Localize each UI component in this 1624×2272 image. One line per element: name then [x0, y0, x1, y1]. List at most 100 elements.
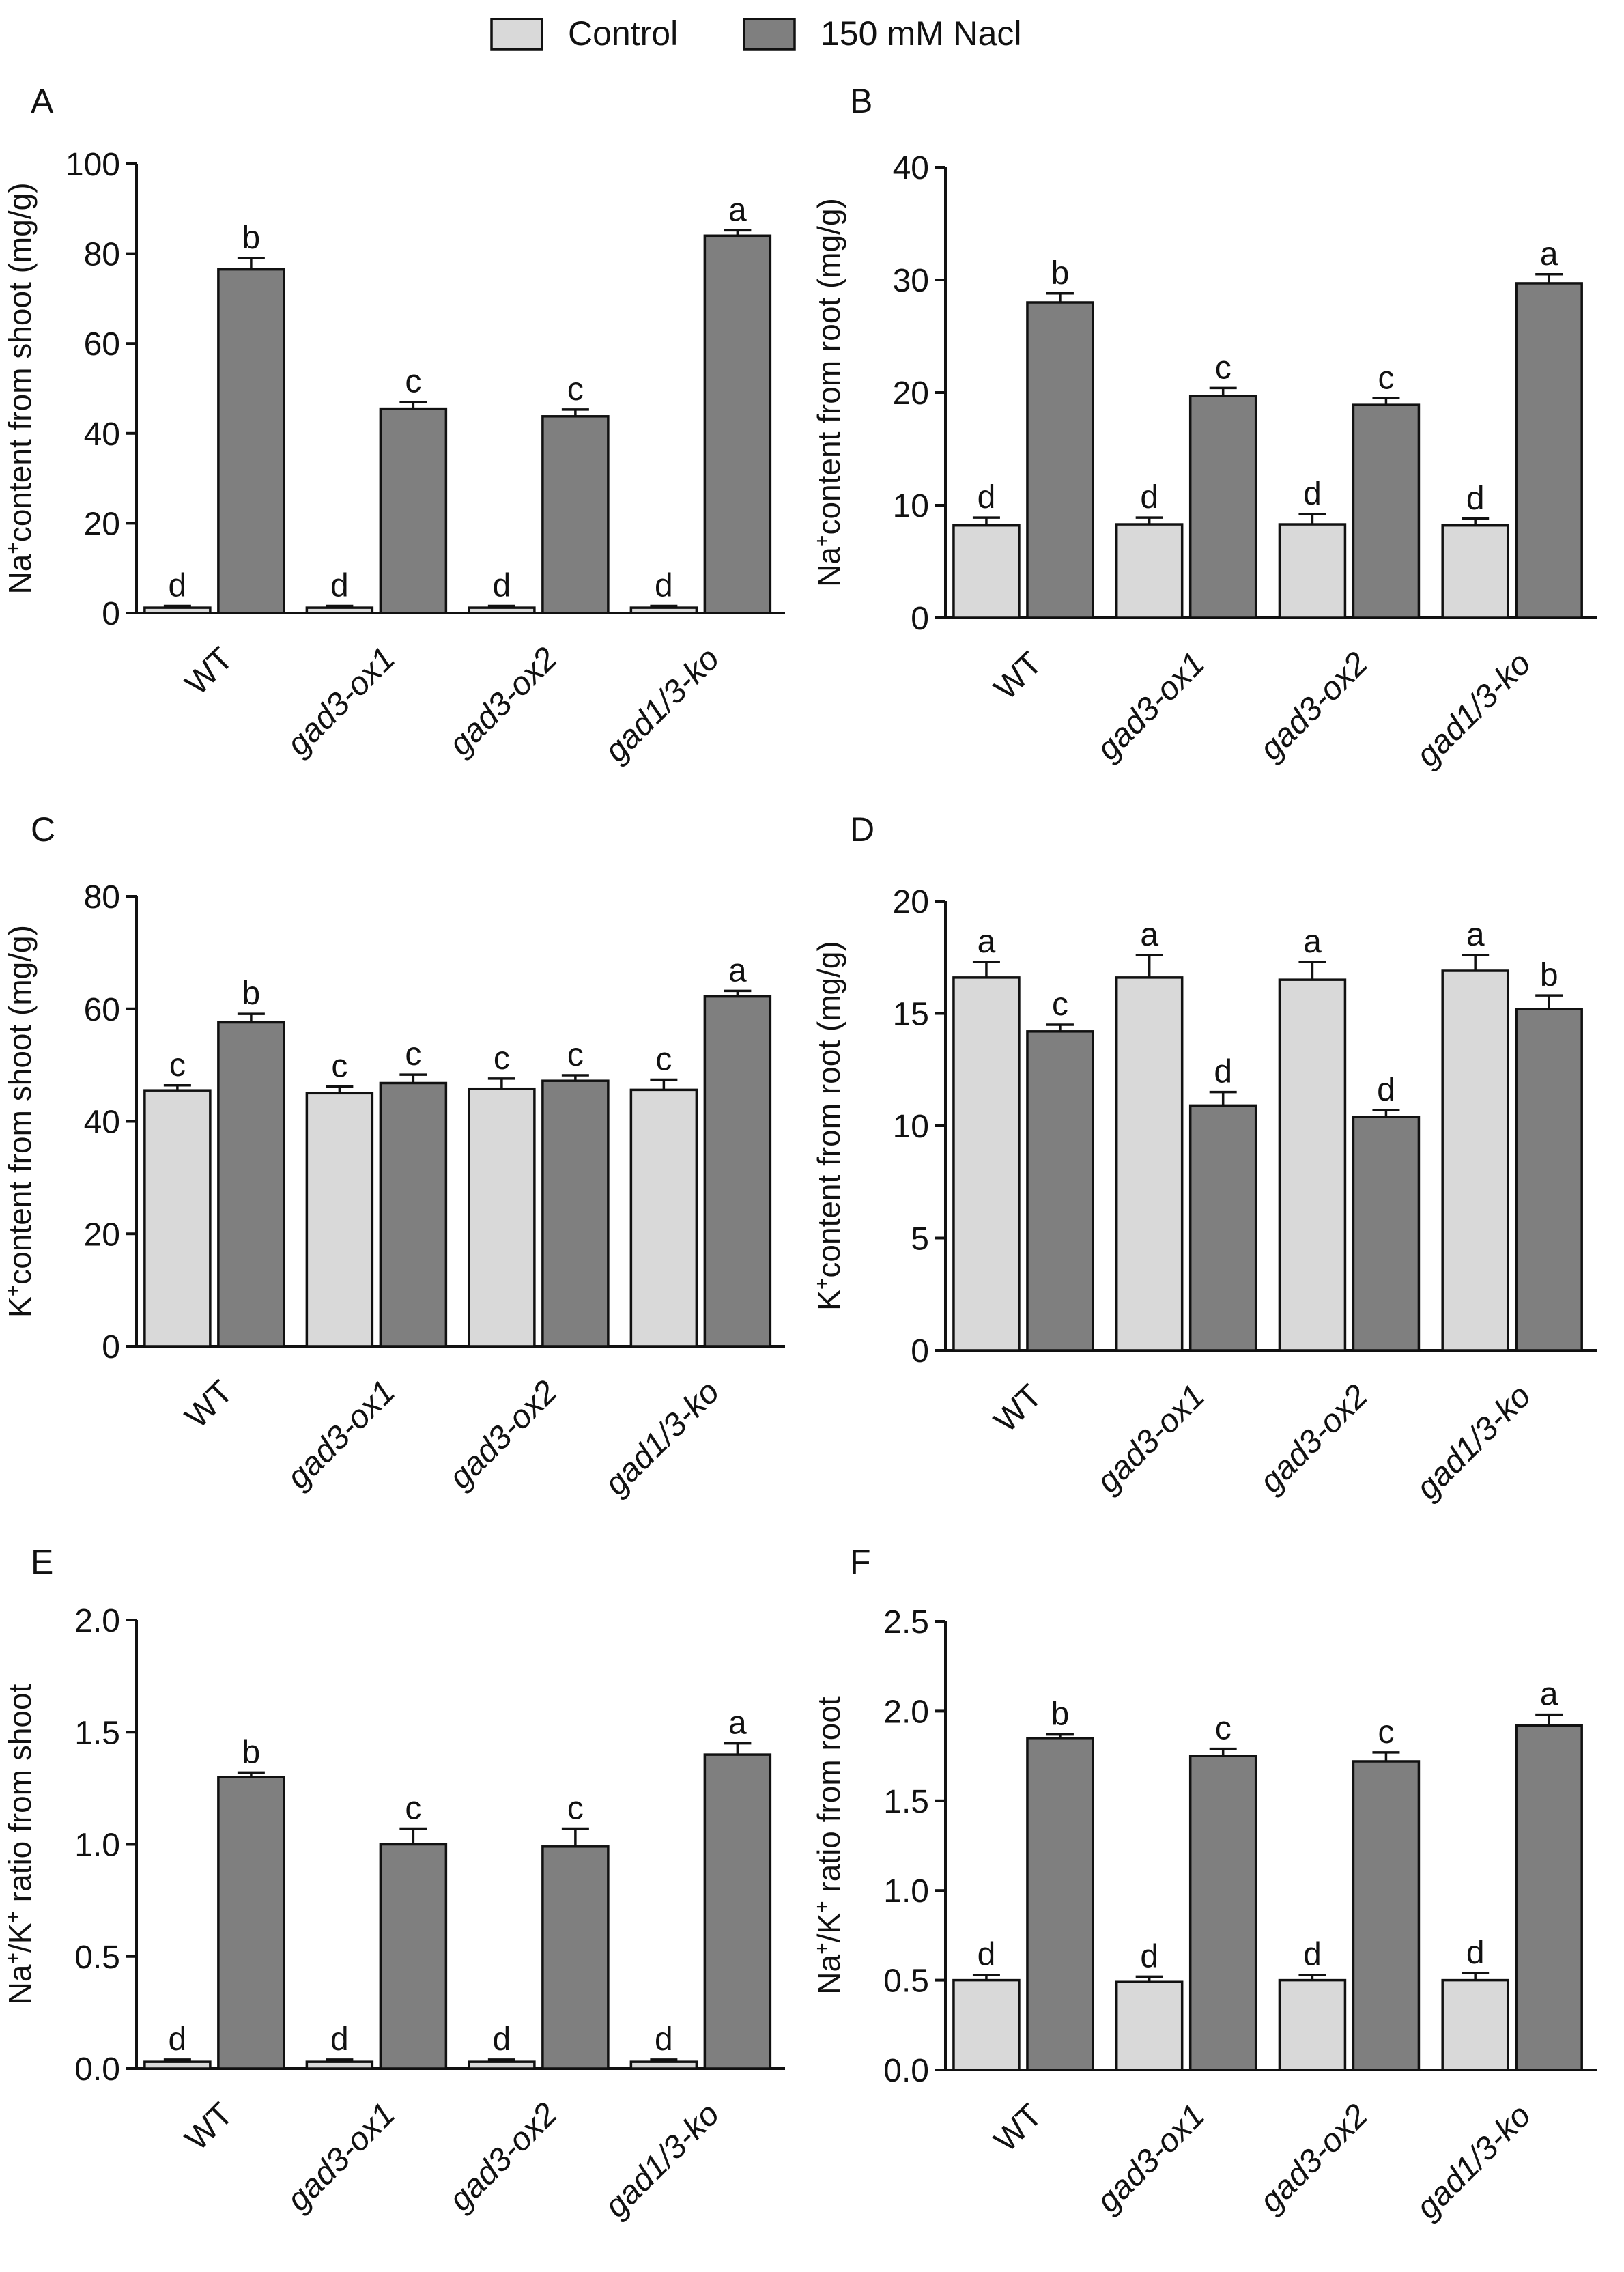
- y-axis-label-part: /K: [811, 1913, 846, 1943]
- x-tick-label: gad3-ox1: [1089, 645, 1212, 767]
- x-tick-label: gad3-ox2: [442, 640, 565, 763]
- y-axis-label-part: content from shoot (mg/g): [2, 925, 38, 1285]
- y-axis-label-superscript: +: [2, 1952, 25, 1965]
- y-axis-label-part: content from root (mg/g): [811, 941, 846, 1277]
- significance-letter: c: [405, 1036, 421, 1073]
- panel-label: C: [31, 810, 55, 849]
- significance-letter: c: [567, 1791, 584, 1827]
- bar-control-3: [1441, 969, 1509, 1352]
- bar-nacl-0: [217, 1776, 285, 2070]
- bar-control-3: [629, 606, 698, 614]
- bar-nacl-2: [541, 1079, 610, 1348]
- bar-control-3: [1441, 1978, 1509, 2071]
- chart-panel-F: F0.00.51.01.52.02.5Na+/K+ ratio from roo…: [811, 1543, 1597, 2226]
- bar-control-0: [952, 524, 1021, 619]
- bar-control-3: [1441, 524, 1509, 619]
- bar-nacl-3: [1515, 1724, 1583, 2071]
- x-tick-label: gad3-ox1: [280, 640, 402, 763]
- y-tick-label: 1.0: [883, 1873, 929, 1909]
- y-axis-label-superscript: +: [811, 1278, 834, 1290]
- y-tick-label: 0: [102, 1329, 120, 1365]
- chart-panel-A: A 0 20 40 60 80 100 Na+content from shoot (mg/g…: [2, 82, 785, 769]
- bar-control-2: [1278, 1978, 1347, 2071]
- significance-letter: a: [728, 192, 747, 228]
- x-tick-label: gad3-ox1: [280, 2096, 402, 2218]
- bar-control-2: [468, 1087, 536, 1348]
- x-tick-label: gad1/3-ko: [1410, 1378, 1538, 1506]
- significance-letter: c: [331, 1048, 347, 1084]
- y-tick-label: 20: [893, 884, 929, 920]
- significance-letter: d: [1140, 1938, 1158, 1974]
- y-axis-label-part: ratio from root: [811, 1696, 846, 1901]
- significance-letter: d: [1466, 1935, 1485, 1971]
- legend: Control 150 mM Nacl: [490, 14, 1022, 53]
- y-tick-label: 0: [911, 1333, 929, 1369]
- bar-nacl-0: [1026, 1030, 1094, 1352]
- bar-control-0: [143, 1089, 212, 1348]
- significance-letter: d: [493, 2021, 511, 2058]
- x-tick-label: gad3-ox2: [442, 1374, 565, 1496]
- significance-letter: d: [330, 2021, 349, 2058]
- bar-control-0: [952, 1978, 1021, 2071]
- bar-nacl-3: [703, 1753, 772, 2070]
- significance-letter: d: [1466, 481, 1485, 517]
- significance-letter: a: [1303, 924, 1322, 960]
- legend-control-label: Control: [568, 14, 678, 53]
- y-tick-label: 0.0: [74, 2051, 120, 2088]
- y-tick-label: 100: [66, 147, 120, 183]
- y-axis-label-part: Na: [2, 554, 38, 594]
- bar-nacl-0: [217, 268, 285, 614]
- x-tick-label: gad3-ox1: [1089, 2097, 1212, 2219]
- bar-nacl-3: [703, 995, 772, 1348]
- bar-control-3: [629, 2060, 698, 2070]
- y-tick-label: 15: [893, 997, 929, 1033]
- significance-letter: d: [330, 567, 349, 604]
- panel-label: A: [31, 82, 54, 120]
- significance-letter: d: [169, 2021, 187, 2058]
- y-axis-label-part: Na: [2, 1964, 38, 2004]
- significance-letter: b: [1051, 255, 1070, 292]
- bar-nacl-2: [541, 1845, 610, 2070]
- significance-letter: d: [978, 1937, 996, 1973]
- bar-nacl-3: [1515, 1008, 1583, 1352]
- significance-letter: c: [655, 1042, 672, 1078]
- y-axis-label-part: Na: [811, 1954, 846, 1994]
- y-axis-label-part: ratio from shoot: [2, 1684, 38, 1911]
- bar-nacl-1: [379, 1081, 448, 1348]
- significance-letter: c: [567, 1037, 584, 1073]
- y-tick-label: 80: [84, 879, 120, 915]
- y-tick-label: 60: [84, 326, 120, 363]
- significance-letter: c: [1052, 986, 1068, 1023]
- bar-nacl-2: [1352, 403, 1421, 619]
- bar-control-1: [305, 606, 374, 614]
- x-tick-label: gad3-ox2: [1253, 2097, 1375, 2219]
- y-axis-label-superscript: +: [2, 542, 25, 554]
- x-tick-label: gad3-ox1: [1089, 1378, 1212, 1500]
- bar-control-0: [143, 2060, 212, 2070]
- y-tick-label: 1.5: [74, 1715, 120, 1751]
- x-tick-label: gad3-ox2: [442, 2096, 565, 2218]
- y-tick-label: 20: [893, 375, 929, 412]
- y-axis-label: K+content from root (mg/g): [811, 941, 847, 1311]
- significance-letter: a: [1466, 917, 1485, 953]
- significance-letter: b: [1051, 1696, 1070, 1733]
- significance-letter: d: [1303, 476, 1322, 512]
- significance-letter: c: [405, 1791, 421, 1827]
- bar-nacl-0: [1026, 301, 1094, 619]
- y-tick-label: 20: [84, 1217, 120, 1253]
- legend-control-swatch: [490, 18, 543, 51]
- significance-letter: d: [1377, 1072, 1395, 1108]
- significance-letter: d: [493, 567, 511, 604]
- y-tick-label: 2.0: [883, 1694, 929, 1730]
- x-tick-label: WT: [987, 1378, 1049, 1439]
- y-tick-label: 1.0: [74, 1828, 120, 1864]
- bar-control-1: [1115, 523, 1184, 619]
- bar-control-0: [952, 976, 1021, 1352]
- y-axis-label-part: K: [811, 1290, 846, 1311]
- significance-letter: d: [1214, 1054, 1232, 1090]
- y-tick-label: 40: [893, 150, 929, 186]
- significance-letter: b: [1540, 957, 1558, 993]
- y-tick-label: 80: [84, 237, 120, 273]
- y-tick-label: 0.5: [883, 1963, 929, 2000]
